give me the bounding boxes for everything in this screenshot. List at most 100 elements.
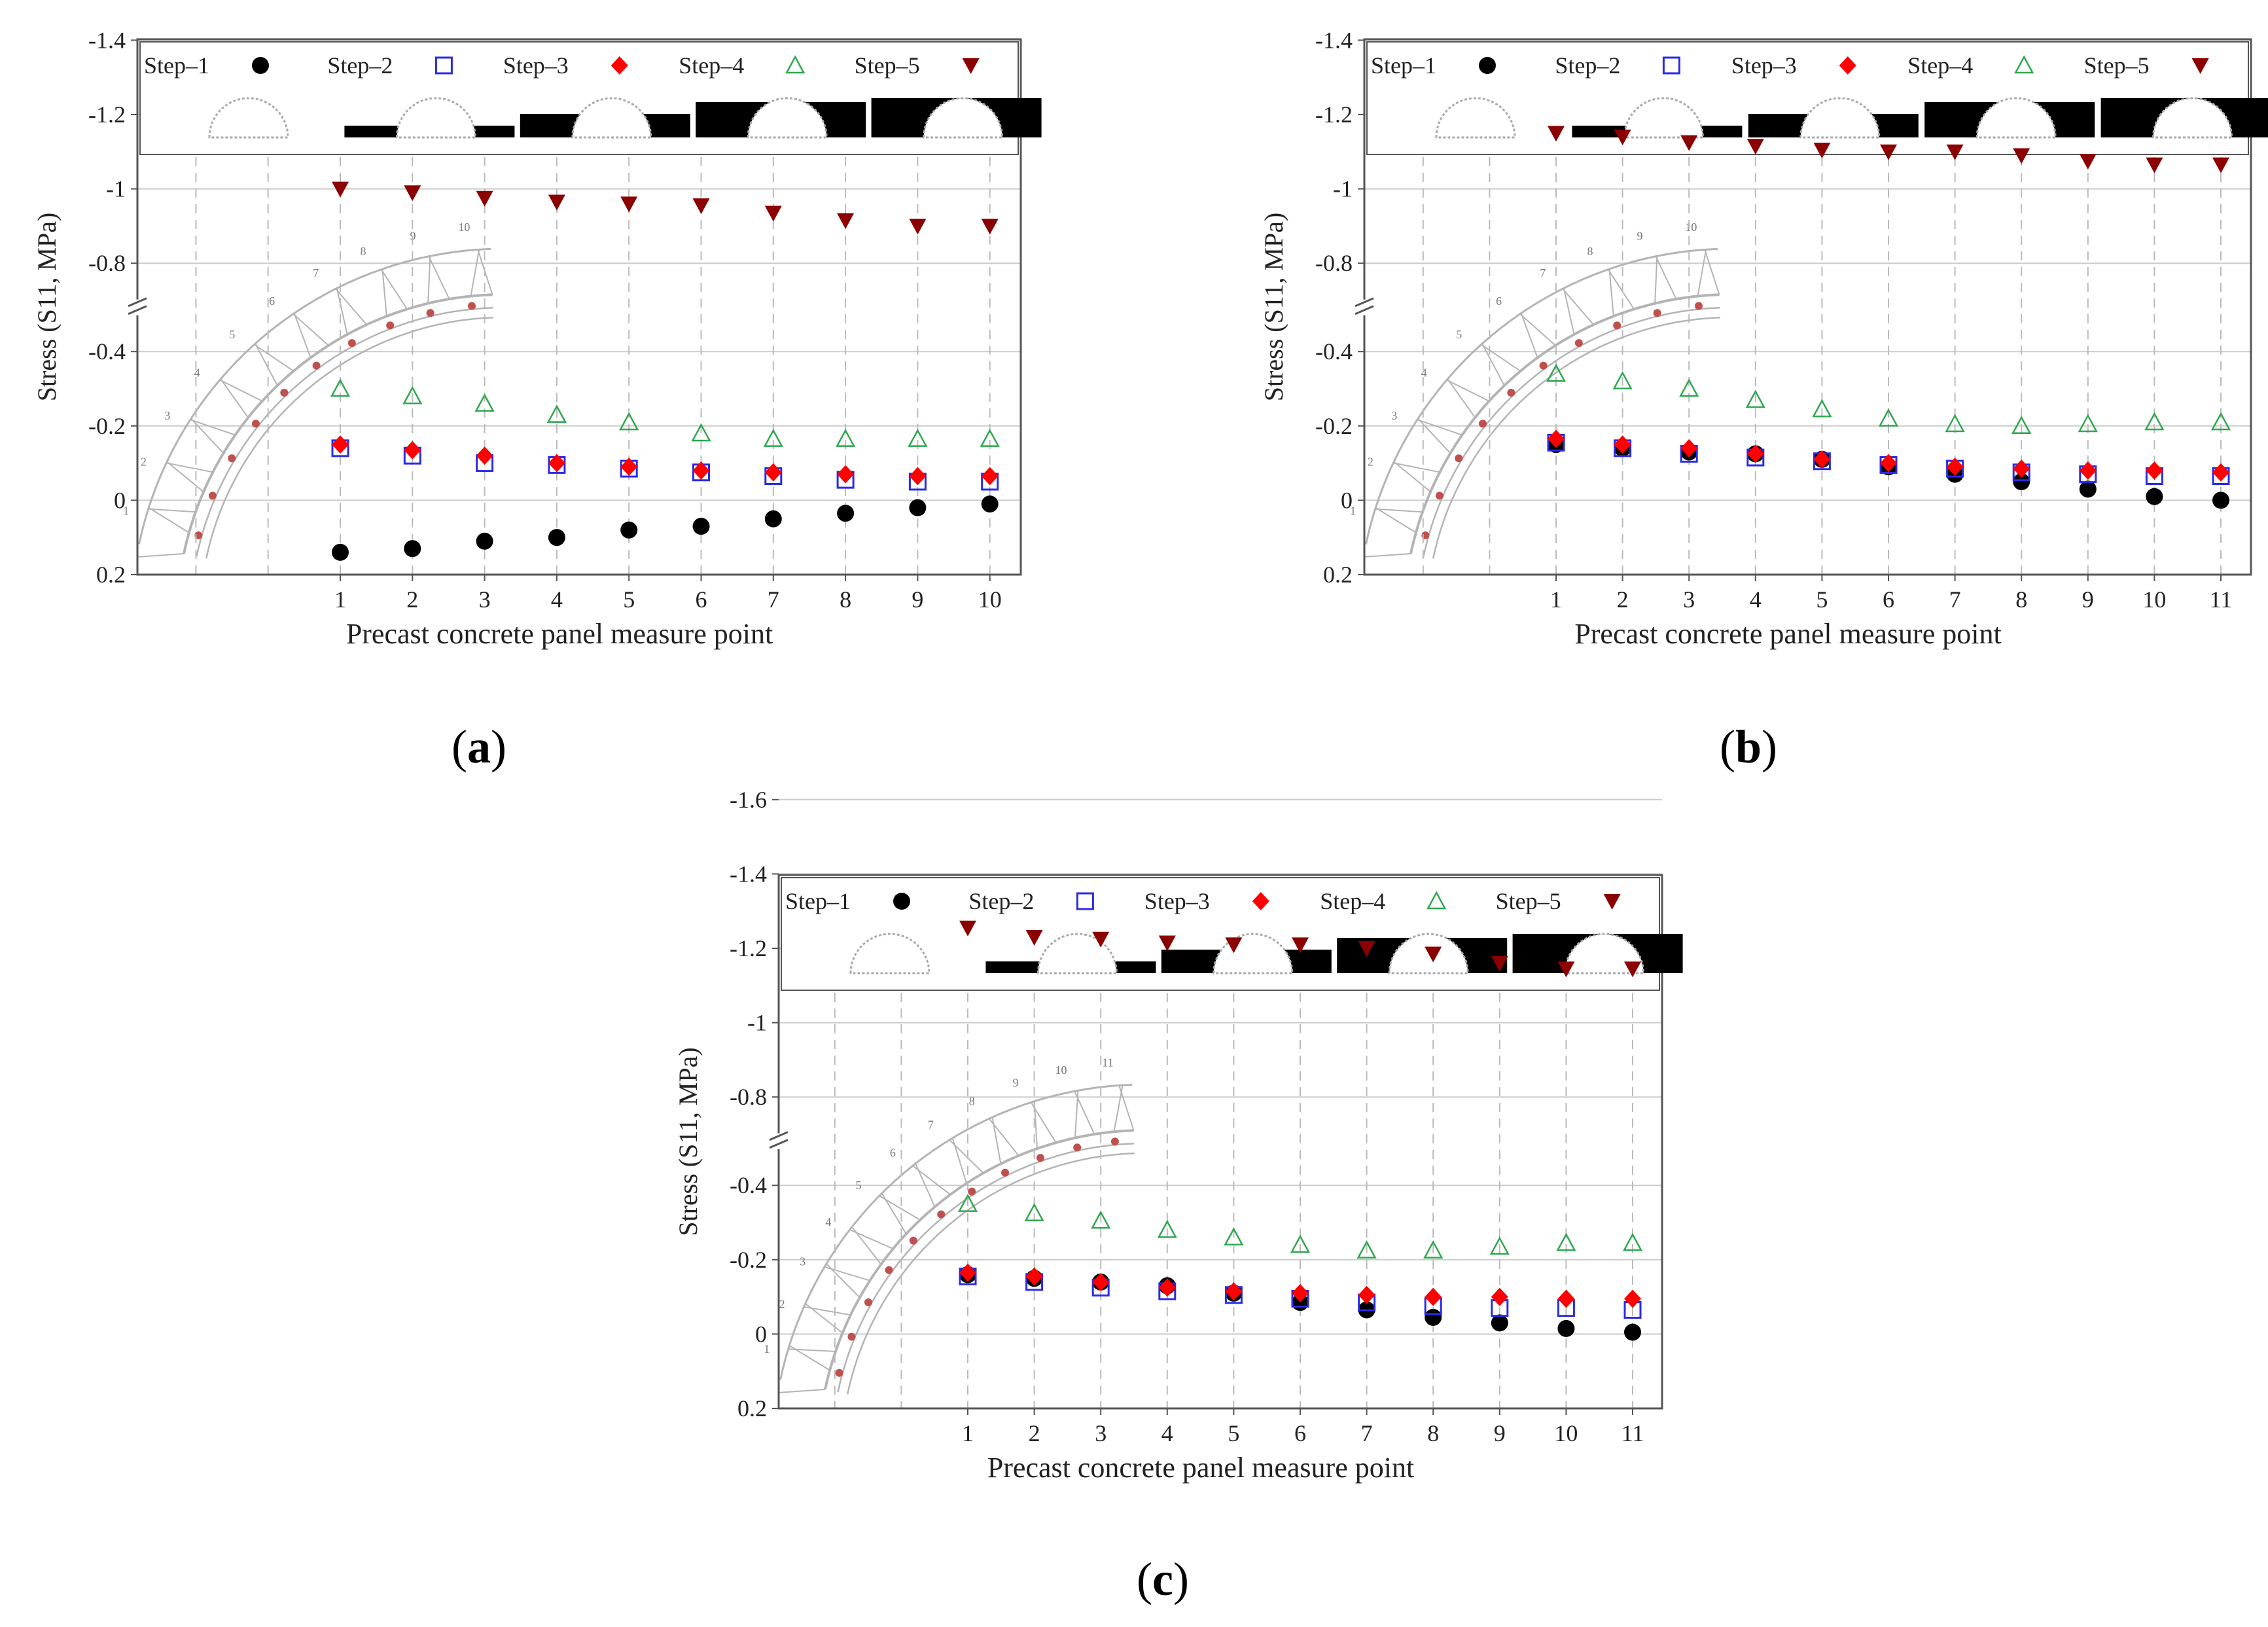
data-point-step-1 [548,529,565,546]
tunnel-measure-dot [312,361,321,370]
tunnel-point-label: 3 [164,409,170,422]
y-tick-label: -1.2 [88,101,126,128]
x-tick-label: 5 [1816,586,1828,613]
data-point-step-4 [691,423,711,442]
data-point-step-4 [1157,1219,1177,1238]
x-tick-label: 11 [1621,1420,1644,1446]
tunnel-rib [1447,378,1476,418]
data-point-step-5 [1548,126,1565,142]
x-tick-label: 6 [1883,586,1894,613]
x-tick-label: 1 [1550,586,1562,613]
data-point-step-4 [1622,1232,1643,1251]
data-point-step-5 [1946,144,1964,160]
x-tick-label: 3 [1095,1420,1107,1446]
tunnel-rib [1393,462,1440,473]
y-tick-label: 0 [1341,487,1353,513]
data-point-step-4 [1745,389,1765,408]
legend-label-step-2: Step–2 [968,888,1034,914]
tunnel-rib [292,313,329,346]
tunnel-rib [1608,268,1614,317]
tunnel-rib [336,288,348,335]
tunnel-rib [254,344,294,372]
data-point-step-1 [1624,1323,1641,1341]
x-tick-label: 7 [768,586,779,613]
y-axis-title: Stress (S11, MPa) [32,213,62,402]
tunnel-point-label: 3 [1391,409,1397,422]
y-tick-label: -0.4 [88,338,126,365]
tunnel-point-label: 2 [1368,456,1373,469]
data-point-step-3 [404,440,421,459]
stage-arch-icon [208,97,289,139]
data-point-step-1 [332,543,349,561]
data-point-step-5 [2013,148,2030,164]
data-point-step-5 [404,185,421,202]
data-point-step-3 [1158,1278,1176,1297]
data-point-step-3 [1425,1287,1442,1306]
data-point-step-4 [763,429,783,447]
data-point-step-3 [2212,463,2229,482]
data-point-step-5 [837,213,855,229]
tunnel-point-label: 9 [1637,229,1642,242]
legend-label-step-4: Step–4 [679,52,744,79]
tunnel-rib [1446,379,1490,402]
legend-label-step-1: Step–1 [785,888,851,914]
data-point-step-3 [1946,457,1964,476]
data-point-step-4 [474,393,495,412]
y-tick-label: 0.2 [96,562,126,588]
tunnel-measure-dot [1694,302,1703,310]
data-point-step-4 [402,385,423,404]
data-point-step-3 [764,463,782,482]
data-point-step-5 [1025,929,1043,946]
tunnel-rib [949,1139,984,1174]
tunnel-measure-dot [386,321,395,330]
data-point-step-3 [2013,459,2030,478]
tunnel-rib [1654,256,1658,304]
tunnel-rib [1562,288,1595,325]
data-point-step-4 [1290,1234,1311,1253]
tunnel-rib [1118,1085,1135,1131]
data-point-step-4 [1945,414,1965,433]
data-point-step-1 [1425,1308,1442,1326]
tunnel-point-label: 5 [1456,328,1462,341]
tunnel-measure-dot [847,1332,856,1341]
tunnel-measure-dot [228,454,236,463]
tunnel-rib [190,419,236,436]
x-tick-label: 3 [1683,586,1695,613]
tunnel-arc [196,307,493,557]
data-point-step-5 [909,219,927,235]
data-point-step-4 [546,404,567,423]
data-point-step-3 [1548,429,1565,448]
tunnel-rib [1363,553,1411,558]
data-point-step-1 [981,495,999,513]
tunnel-rib [912,1165,951,1196]
legend-label-step-4: Step–4 [1907,52,1973,79]
x-tick-label: 4 [551,586,563,613]
data-point-step-4 [836,429,856,447]
tunnel-rib [1481,344,1521,372]
data-point-step-3 [1025,1267,1043,1286]
axis-break-mark [1355,297,1374,308]
data-point-step-1 [837,505,855,522]
data-point-step-3 [1358,1285,1375,1304]
data-point-step-3 [1624,1289,1641,1308]
x-tick-label: 3 [479,586,491,613]
tunnel-point-label: 4 [1421,367,1427,380]
tunnel-rib [824,1266,870,1281]
tunnel-measure-dot [835,1368,843,1377]
stage-arch-icon [849,933,930,974]
y-tick-label: -0.2 [88,413,126,439]
legend-label-step-2: Step–2 [327,52,393,79]
tunnel-rib [1030,1101,1057,1143]
data-point-step-4 [1489,1236,1510,1255]
data-point-step-5 [1880,144,1897,160]
tunnel-point-label: 10 [1055,1064,1067,1077]
data-point-step-5 [1358,941,1375,957]
tunnel-measure-dot [1653,309,1661,317]
tunnel-rib [1375,507,1417,533]
legend-label-step-5: Step–5 [1496,888,1561,914]
tunnel-measure-dot [1539,361,1548,370]
tunnel-point-label: 5 [855,1179,861,1192]
chart-panel-c: 1234567891011-1.6-1.4-1.2-1-0.8-0.4-0.20… [673,787,1683,1484]
data-point-step-4 [957,1193,978,1212]
